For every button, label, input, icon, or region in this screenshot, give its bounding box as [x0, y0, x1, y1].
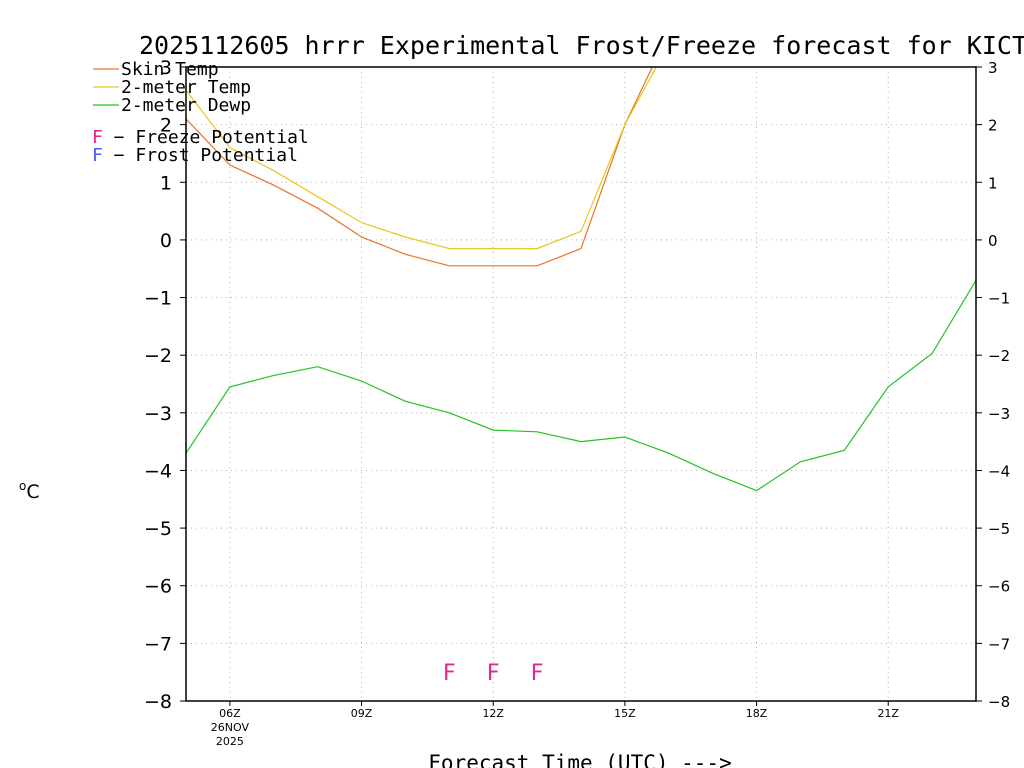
series-line-skin-temp: [186, 67, 653, 267]
series-layer: [186, 67, 976, 492]
y-axis-left: 3 2 1 0 −1 −2 −3 −4 −5 −6 −7 −8: [144, 57, 186, 713]
legend-label: 2-meter Temp: [121, 77, 251, 98]
x-tick-label: 09Z: [351, 707, 373, 720]
chart-title: 2025112605 hrrr Experimental Frost/Freez…: [139, 31, 1024, 60]
y-tick-label: 2: [160, 115, 172, 137]
x-tick-label: 21Z: [877, 707, 899, 720]
legend-label: Skin Temp: [121, 59, 219, 80]
y-tick-label-right: 1: [988, 174, 998, 192]
y-tick-label-right: −7: [988, 635, 1010, 653]
y-tick-label-right: −5: [988, 520, 1010, 538]
y-axis-right: 3 2 1 0 −1 −2 −3 −4 −5 −6 −7 −8: [976, 59, 1010, 711]
y-tick-label: −6: [144, 576, 172, 598]
y-tick-label: −7: [144, 633, 172, 655]
y-tick-label-right: −8: [988, 693, 1010, 711]
legend-potential-entry: F − Freeze Potential: [92, 127, 309, 148]
y-tick-label-right: 0: [988, 232, 998, 250]
grid: [186, 67, 976, 701]
y-tick-label: −5: [144, 518, 172, 540]
y-tick-label-right: −2: [988, 347, 1010, 365]
y-tick-label-right: 3: [988, 59, 998, 77]
y-axis-label: oC: [19, 479, 40, 503]
freeze-potential-marker: F: [487, 661, 500, 686]
x-tick-label: 12Z: [482, 707, 504, 720]
y-tick-label-right: −3: [988, 405, 1010, 423]
x-tick-label: 18Z: [746, 707, 768, 720]
legend-label: 2-meter Dewp: [121, 95, 251, 116]
freeze-potential-marker: F: [443, 661, 456, 686]
y-axis-label-degree: o: [19, 479, 26, 493]
x-tick-year: 2025: [216, 735, 244, 748]
y-tick-label-right: −6: [988, 578, 1010, 596]
x-axis-label: Forecast Time (UTC) --->: [428, 751, 731, 768]
x-tick-label: 15Z: [614, 707, 636, 720]
y-tick-label: −3: [144, 403, 172, 425]
y-tick-label: 3: [160, 57, 172, 79]
y-axis-label-unit: C: [26, 481, 39, 503]
y-tick-label: 0: [160, 230, 172, 252]
y-tick-label: −2: [144, 345, 172, 367]
y-tick-label: −1: [144, 288, 172, 310]
y-tick-label-right: −4: [988, 462, 1010, 480]
y-tick-label: −4: [144, 460, 172, 482]
series-line-2-meter-temp: [186, 67, 657, 250]
y-tick-label: −8: [144, 691, 172, 713]
legend-potential-entry: F − Frost Potential: [92, 145, 298, 166]
y-tick-label: 1: [160, 172, 172, 194]
x-tick-date: 26NOV: [211, 721, 250, 734]
x-tick-label: 06Z: [219, 707, 241, 720]
y-tick-label-right: 2: [988, 117, 998, 135]
y-tick-label-right: −1: [988, 290, 1010, 308]
freeze-potential-marker: F: [531, 661, 544, 686]
plot-frame: [185, 66, 977, 702]
series-line-2-meter-dewp: [186, 279, 976, 492]
